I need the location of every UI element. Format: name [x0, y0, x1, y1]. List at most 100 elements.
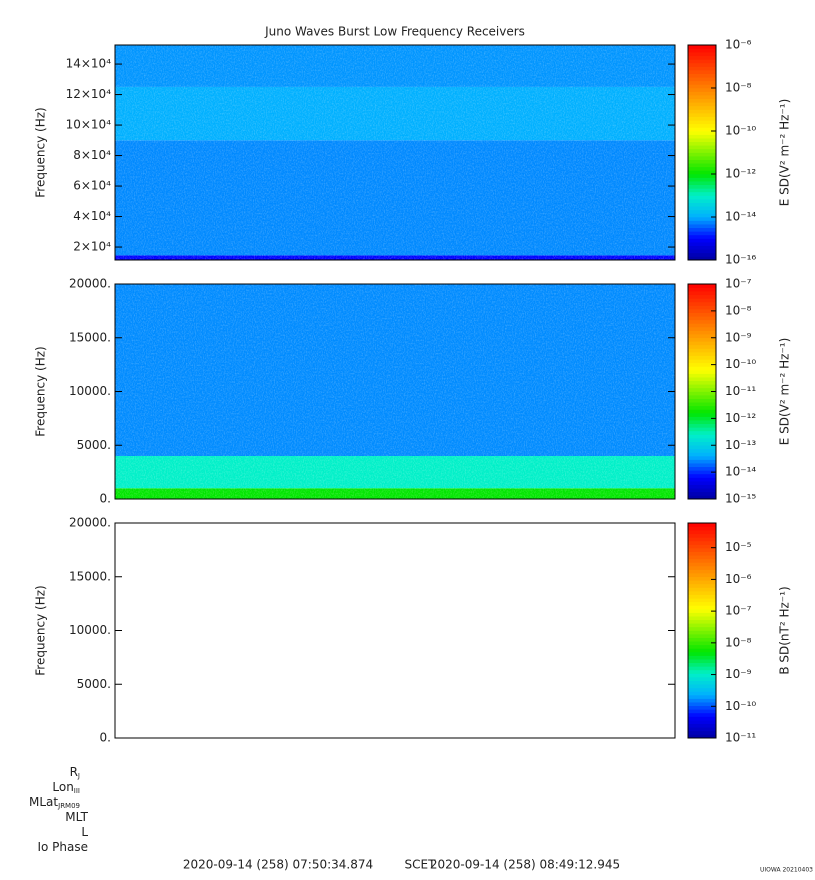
colorbar-strip: [688, 362, 716, 367]
colorbar-strip: [688, 330, 716, 335]
colorbar-strip: [688, 62, 716, 67]
colorbar-strip: [688, 152, 716, 157]
colorbar-strip: [688, 712, 716, 717]
colorbar-strip: [688, 166, 716, 171]
ephemeris-label-sub: JRM09: [57, 802, 80, 810]
colorbar-strip: [688, 662, 716, 667]
colorbar-strip: [688, 238, 716, 243]
colorbar-strip: [688, 491, 716, 496]
colorbar-strip: [688, 94, 716, 100]
colorbar-strip: [688, 434, 716, 439]
colorbar-strip: [688, 633, 716, 638]
y-tick-label: 5000.: [77, 438, 111, 452]
ephemeris-label: MLT: [65, 810, 88, 824]
colorbar-strip: [688, 298, 716, 303]
colorbar-strip: [688, 412, 716, 417]
colorbar-strip: [688, 683, 716, 689]
colorbar-strip: [688, 241, 716, 246]
colorbar-strip: [688, 355, 716, 360]
ephemeris-label-sub: J: [77, 772, 80, 780]
y-tick-label: 14×10⁴: [66, 57, 112, 71]
ephemeris-label-text: Io Phase: [37, 840, 88, 854]
colorbar-strip: [688, 301, 716, 306]
y-tick-label: 2×10⁴: [73, 240, 111, 254]
colorbar-tick-label: 10⁻¹⁰: [725, 357, 756, 371]
colorbar-strip: [688, 351, 716, 356]
colorbar-strip: [688, 384, 716, 389]
colorbar-strip: [688, 401, 716, 407]
y-tick-label: 10000.: [69, 623, 111, 637]
colorbar-strip: [688, 305, 716, 310]
colorbar-strip: [688, 191, 716, 196]
colorbar-strip: [688, 333, 716, 339]
colorbar-strip: [688, 522, 716, 527]
y-tick-label: 12×10⁴: [66, 87, 112, 101]
colorbar-strip: [688, 155, 716, 160]
colorbar-strip: [688, 540, 716, 545]
colorbar-strip: [688, 612, 716, 617]
colorbar-strip: [688, 205, 716, 211]
y-tick-label: 20000.: [69, 516, 111, 530]
colorbar-strip: [688, 698, 716, 703]
colorbar-tick-label: 10⁻⁹: [725, 330, 752, 344]
colorbar-strip: [688, 416, 716, 421]
colorbar-strip: [688, 231, 716, 236]
colorbar-strip: [688, 529, 716, 535]
colorbar-strip: [688, 605, 716, 610]
colorbar-strip: [688, 141, 716, 146]
colorbar-label: E SD(V² m⁻² Hz⁻¹): [778, 338, 792, 446]
colorbar-tick-label: 10⁻¹²: [725, 167, 756, 181]
colorbar-tick-label: 10⁻⁸: [725, 303, 752, 317]
colorbar-strip: [688, 216, 716, 221]
colorbar-tick-label: 10⁻¹⁰: [725, 124, 756, 138]
colorbar-tick-label: 10⁻¹¹: [725, 731, 756, 745]
colorbar-strip: [688, 644, 716, 649]
footer-end: 2020-09-14 (258) 08:49:12.945: [430, 858, 620, 872]
y-tick-label: 4×10⁴: [73, 209, 111, 223]
colorbar-strip: [688, 554, 716, 560]
colorbar-strip: [688, 580, 716, 585]
colorbar-strip: [688, 547, 716, 552]
panel: 2×10⁴ 4×10⁴ 6×10⁴ 8×10⁴ 10×10⁴ 12×10⁴ 14×10⁴ Fr…: [34, 38, 792, 267]
colorbar-strip: [688, 709, 716, 714]
colorbar-strip: [688, 287, 716, 292]
colorbar-strip: [688, 130, 716, 135]
ephemeris-label-text: Lon: [52, 780, 73, 794]
colorbar-strip: [688, 180, 716, 186]
colorbar-strip: [688, 719, 716, 724]
y-tick-label: 10000.: [69, 384, 111, 398]
colorbar-strip: [688, 669, 716, 674]
colorbar-tick-label: 10⁻¹¹: [725, 384, 756, 398]
ephemeris-label-text: R: [70, 765, 78, 779]
colorbar-strip: [688, 655, 716, 660]
colorbar-strip: [688, 44, 716, 49]
noise-texture: [115, 45, 675, 260]
colorbar-strip: [688, 441, 716, 446]
colorbar-strip: [688, 448, 716, 453]
colorbar-strip: [688, 223, 716, 229]
colorbar-strip: [688, 630, 716, 635]
y-tick-label: 20000.: [69, 277, 111, 291]
y-tick-label: 0.: [100, 492, 111, 506]
colorbar-strip: [688, 358, 716, 364]
colorbar-strip: [688, 551, 716, 556]
colorbar-strip: [688, 234, 716, 239]
colorbar-tick-label: 10⁻⁶: [725, 572, 752, 586]
y-tick-label: 0.: [100, 731, 111, 745]
colorbar-strip: [688, 666, 716, 671]
colorbar-tick-label: 10⁻¹⁵: [725, 492, 756, 506]
colorbar-strip: [688, 701, 716, 707]
footer-start: 2020-09-14 (258) 07:50:34.874: [183, 858, 373, 872]
colorbar-strip: [688, 173, 716, 178]
colorbar-strip: [688, 495, 716, 500]
ephemeris-label-sub: III: [74, 787, 80, 795]
ephemeris-label: L: [81, 825, 88, 839]
colorbar-strip: [688, 91, 716, 96]
y-axis-label: Frequency (Hz): [34, 107, 48, 198]
colorbar-frame: [687, 44, 717, 261]
colorbar-strip: [688, 248, 716, 254]
colorbar-label: E SD(V² m⁻² Hz⁻¹): [778, 99, 792, 207]
colorbar-strip: [688, 376, 716, 382]
colorbar-strip: [688, 48, 716, 53]
colorbar-strip: [688, 419, 716, 425]
